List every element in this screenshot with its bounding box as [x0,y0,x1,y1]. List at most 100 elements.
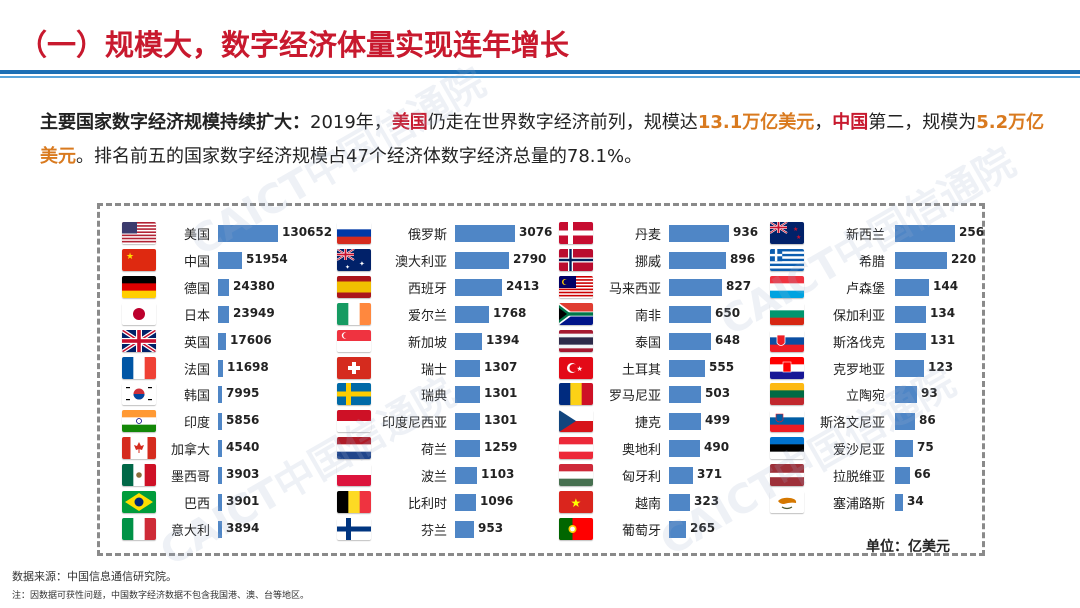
value-label: 555 [709,360,735,374]
country-name: 越南 [634,497,661,512]
country-name: 塞浦路斯 [832,497,885,512]
country-row: 斯洛伐克 131 [0,330,1080,354]
flag-fr-icon [122,357,156,379]
flag-za-icon [559,303,593,325]
value-bar [218,225,278,242]
value-label: 648 [715,333,741,347]
value-bar [669,306,711,323]
flag-si-icon [770,410,804,432]
country-name: 奥地利 [621,443,661,458]
country-row: 美国 130652 [0,222,1080,246]
value-label: 34 [907,494,924,508]
country-row: 挪威 896 [0,249,1080,273]
country-row: 法国 11698 [0,357,1080,381]
country-name: 保加利亚 [832,309,885,324]
value-label: 490 [704,440,730,454]
value-bar [455,225,515,242]
country-name: 中国 [183,255,210,270]
value-label: 123 [928,360,954,374]
value-label: 93 [921,386,938,400]
svg-text:★: ★ [571,496,582,510]
country-name: 葡萄牙 [621,524,661,539]
value-bar [669,386,701,403]
value-bar [895,413,915,430]
country-name: 印度尼西亚 [381,416,447,431]
footnote: 注：因数据可获性问题，中国数字经济数据不包含我国港、澳、台等地区。 [12,591,310,601]
intro-text-3: ， [814,112,833,133]
value-label: 220 [951,252,977,266]
flag-dk-icon [559,222,593,244]
country-row: 拉脱维亚 66 [0,464,1080,488]
value-label: 131 [930,333,956,347]
flag-ru-icon [337,222,371,244]
flag-au-icon: ✦ ✦ [337,249,371,271]
value-bar [895,386,917,403]
value-label: 936 [733,225,759,239]
value-label: 134 [930,306,956,320]
flag-pl-icon [337,464,371,486]
value-label: 953 [478,521,504,535]
country-row: 波兰 1103 [0,464,1080,488]
flag-ro-icon [559,383,593,405]
value-bar [218,252,242,269]
value-bar [455,467,477,484]
flag-gr-icon [770,249,804,271]
country-row: 塞浦路斯 34 [0,491,1080,515]
flag-be-icon [337,491,371,513]
country-row: 新加坡 1394 [0,330,1080,354]
flag-lt-icon [770,383,804,405]
value-bar [218,467,222,484]
value-label: 896 [730,252,756,266]
country-row: 斯洛文尼亚 86 [0,410,1080,434]
value-label: 3894 [226,521,260,535]
country-name: 捷克 [634,416,661,431]
flag-cy-icon [770,491,804,513]
country-name: 爱沙尼亚 [832,443,885,458]
value-bar [455,252,509,269]
country-row: 俄罗斯 3076 [0,222,1080,246]
flag-ca-icon [122,437,156,459]
value-label: 144 [933,279,959,293]
flag-my-icon [559,276,593,298]
value-bar [218,306,229,323]
country-name: 拉脱维亚 [832,470,885,485]
value-label: 499 [705,413,731,427]
value-bar [669,494,690,511]
value-label: 2790 [513,252,547,266]
country-row: 爱沙尼亚 75 [0,437,1080,461]
country-name: 西班牙 [407,282,447,297]
value-bar [218,413,222,430]
country-name: 立陶宛 [845,389,885,404]
value-label: 1307 [484,360,518,374]
country-name: 日本 [183,309,210,324]
intro-us-value: 13.1万亿美元 [697,112,815,133]
flag-it-icon [122,518,156,540]
country-row: 克罗地亚 123 [0,357,1080,381]
flag-ie-icon [337,303,371,325]
country-name: 泰国 [634,336,661,351]
value-bar [218,440,222,457]
data-source: 数据来源：中国信息通信研究院。 [12,570,177,583]
value-bar [455,306,489,323]
flag-us-icon [122,222,156,244]
value-label: 256 [959,225,985,239]
intro-paragraph: 主要国家数字经济规模持续扩大：2019年，美国仍走在世界数字经济前列，规模达13… [40,106,1060,174]
value-bar [895,494,903,511]
country-row: 罗马尼亚 503 [0,383,1080,407]
value-bar [669,440,700,457]
country-name: 墨西哥 [170,470,210,485]
page-title: （一）规模大，数字经济体量实现连年增长 [18,28,570,62]
country-name: 俄罗斯 [407,228,447,243]
value-label: 7995 [226,386,260,400]
value-bar [895,360,924,377]
flag-nz-icon: ★ ★ [770,222,804,244]
country-row: ★ 越南 323 [0,491,1080,515]
value-bar [218,279,229,296]
value-bar [895,306,926,323]
value-label: 86 [919,413,936,427]
country-row: 加拿大 4540 [0,437,1080,461]
value-label: 3076 [519,225,553,239]
country-row: 德国 24380 [0,276,1080,300]
flag-cn-icon: ★ [122,249,156,271]
country-row: 巴西 3901 [0,491,1080,515]
